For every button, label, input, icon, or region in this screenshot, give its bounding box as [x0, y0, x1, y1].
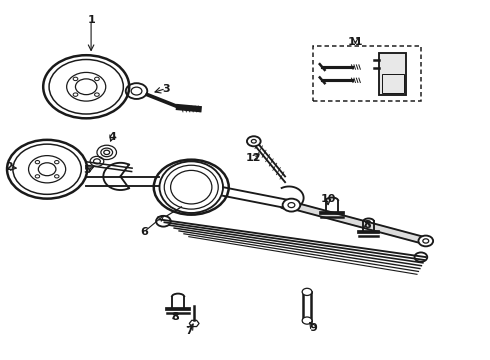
- Circle shape: [418, 235, 433, 246]
- Text: 8: 8: [172, 312, 179, 322]
- Text: 4: 4: [108, 132, 116, 142]
- Text: 8: 8: [363, 220, 371, 230]
- Circle shape: [247, 136, 261, 146]
- Text: 12: 12: [246, 153, 262, 163]
- Circle shape: [302, 317, 312, 324]
- Text: 7: 7: [185, 326, 193, 336]
- Bar: [382, 74, 404, 93]
- Text: 10: 10: [320, 194, 336, 204]
- Text: 11: 11: [348, 37, 363, 47]
- Text: 6: 6: [140, 227, 148, 237]
- Text: 9: 9: [310, 323, 318, 333]
- Text: 2: 2: [5, 162, 13, 172]
- Circle shape: [35, 175, 40, 178]
- Circle shape: [283, 199, 300, 212]
- Circle shape: [73, 77, 78, 81]
- Text: 3: 3: [162, 84, 170, 94]
- Circle shape: [95, 93, 99, 96]
- Circle shape: [302, 288, 312, 296]
- Circle shape: [54, 161, 59, 164]
- Circle shape: [95, 77, 99, 81]
- Bar: [379, 53, 406, 95]
- Bar: [314, 45, 421, 101]
- Text: 5: 5: [83, 165, 91, 175]
- Text: 1: 1: [87, 15, 95, 26]
- Circle shape: [35, 161, 40, 164]
- Circle shape: [73, 93, 78, 96]
- Polygon shape: [292, 202, 426, 244]
- Circle shape: [54, 175, 59, 178]
